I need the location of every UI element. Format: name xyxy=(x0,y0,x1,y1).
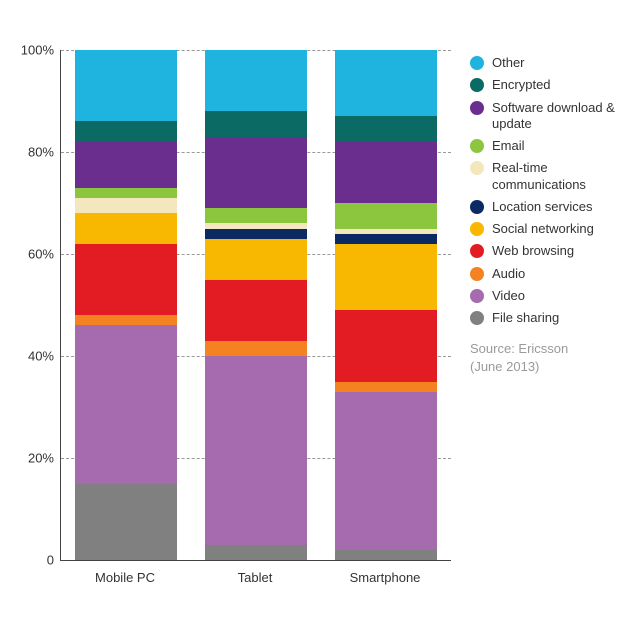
circle-icon xyxy=(470,222,484,236)
y-tick-label: 0 xyxy=(47,553,54,568)
bars-container xyxy=(61,50,451,560)
legend-item-email: Email xyxy=(470,138,630,154)
y-tick-label: 80% xyxy=(28,145,54,160)
seg-other xyxy=(335,50,437,116)
stacked-bar-chart: 100% 80% 60% 40% 20% 0 xyxy=(0,0,640,640)
circle-icon xyxy=(470,267,484,281)
legend-item-file-sharing: File sharing xyxy=(470,310,630,326)
seg-email xyxy=(75,188,177,198)
source-text: Source: Ericsson (June 2013) xyxy=(470,340,630,375)
seg-location-services xyxy=(205,229,307,239)
plot-area xyxy=(60,50,451,561)
legend-item-audio: Audio xyxy=(470,266,630,282)
legend-label: File sharing xyxy=(492,310,559,326)
x-tick-label: Mobile PC xyxy=(74,560,176,585)
legend: Other Encrypted Software download & upda… xyxy=(470,55,630,375)
seg-software-download-update xyxy=(335,142,437,203)
circle-icon xyxy=(470,139,484,153)
legend-item-other: Other xyxy=(470,55,630,71)
y-tick-label: 100% xyxy=(21,43,54,58)
seg-real-time-communications xyxy=(75,198,177,213)
seg-software-download-update xyxy=(205,137,307,208)
circle-icon xyxy=(470,311,484,325)
legend-label: Social networking xyxy=(492,221,594,237)
x-axis: Mobile PC Tablet Smartphone xyxy=(60,560,450,585)
seg-email xyxy=(335,203,437,229)
seg-software-download-update xyxy=(75,142,177,188)
circle-icon xyxy=(470,289,484,303)
seg-web-browsing xyxy=(335,310,437,381)
seg-location-services xyxy=(335,234,437,244)
y-tick-label: 60% xyxy=(28,247,54,262)
legend-label: Software download & update xyxy=(492,100,630,133)
legend-label: Location services xyxy=(492,199,592,215)
legend-label: Web browsing xyxy=(492,243,574,259)
seg-web-browsing xyxy=(75,244,177,315)
y-tick-label: 20% xyxy=(28,451,54,466)
seg-social-networking xyxy=(205,239,307,280)
bar-tablet xyxy=(205,50,307,560)
legend-label: Video xyxy=(492,288,525,304)
seg-web-browsing xyxy=(205,280,307,341)
legend-item-real-time-communications: Real-time communications xyxy=(470,160,630,193)
seg-file-sharing xyxy=(75,484,177,561)
x-tick-label: Smartphone xyxy=(334,560,436,585)
legend-item-encrypted: Encrypted xyxy=(470,77,630,93)
seg-audio xyxy=(75,315,177,325)
bar-mobile-pc xyxy=(75,50,177,560)
seg-file-sharing xyxy=(205,545,307,560)
legend-label: Audio xyxy=(492,266,525,282)
seg-other xyxy=(75,50,177,121)
seg-audio xyxy=(205,341,307,356)
circle-icon xyxy=(470,161,484,175)
source-line: (June 2013) xyxy=(470,359,539,374)
legend-item-video: Video xyxy=(470,288,630,304)
seg-social-networking xyxy=(335,244,437,310)
circle-icon xyxy=(470,200,484,214)
bar-smartphone xyxy=(335,50,437,560)
circle-icon xyxy=(470,101,484,115)
seg-video xyxy=(205,356,307,545)
x-tick-label: Tablet xyxy=(204,560,306,585)
circle-icon xyxy=(470,244,484,258)
legend-item-social-networking: Social networking xyxy=(470,221,630,237)
seg-video xyxy=(75,325,177,483)
seg-encrypted xyxy=(75,121,177,141)
circle-icon xyxy=(470,78,484,92)
seg-email xyxy=(205,208,307,223)
seg-other xyxy=(205,50,307,111)
legend-label: Encrypted xyxy=(492,77,551,93)
source-line: Source: Ericsson xyxy=(470,341,568,356)
legend-label: Other xyxy=(492,55,525,71)
circle-icon xyxy=(470,56,484,70)
legend-item-software-download-update: Software download & update xyxy=(470,100,630,133)
legend-label: Real-time communications xyxy=(492,160,630,193)
legend-label: Email xyxy=(492,138,525,154)
seg-file-sharing xyxy=(335,550,437,560)
legend-item-web-browsing: Web browsing xyxy=(470,243,630,259)
seg-social-networking xyxy=(75,213,177,244)
seg-encrypted xyxy=(205,111,307,137)
legend-item-location-services: Location services xyxy=(470,199,630,215)
y-tick-label: 40% xyxy=(28,349,54,364)
seg-video xyxy=(335,392,437,550)
seg-encrypted xyxy=(335,116,437,142)
seg-audio xyxy=(335,382,437,392)
